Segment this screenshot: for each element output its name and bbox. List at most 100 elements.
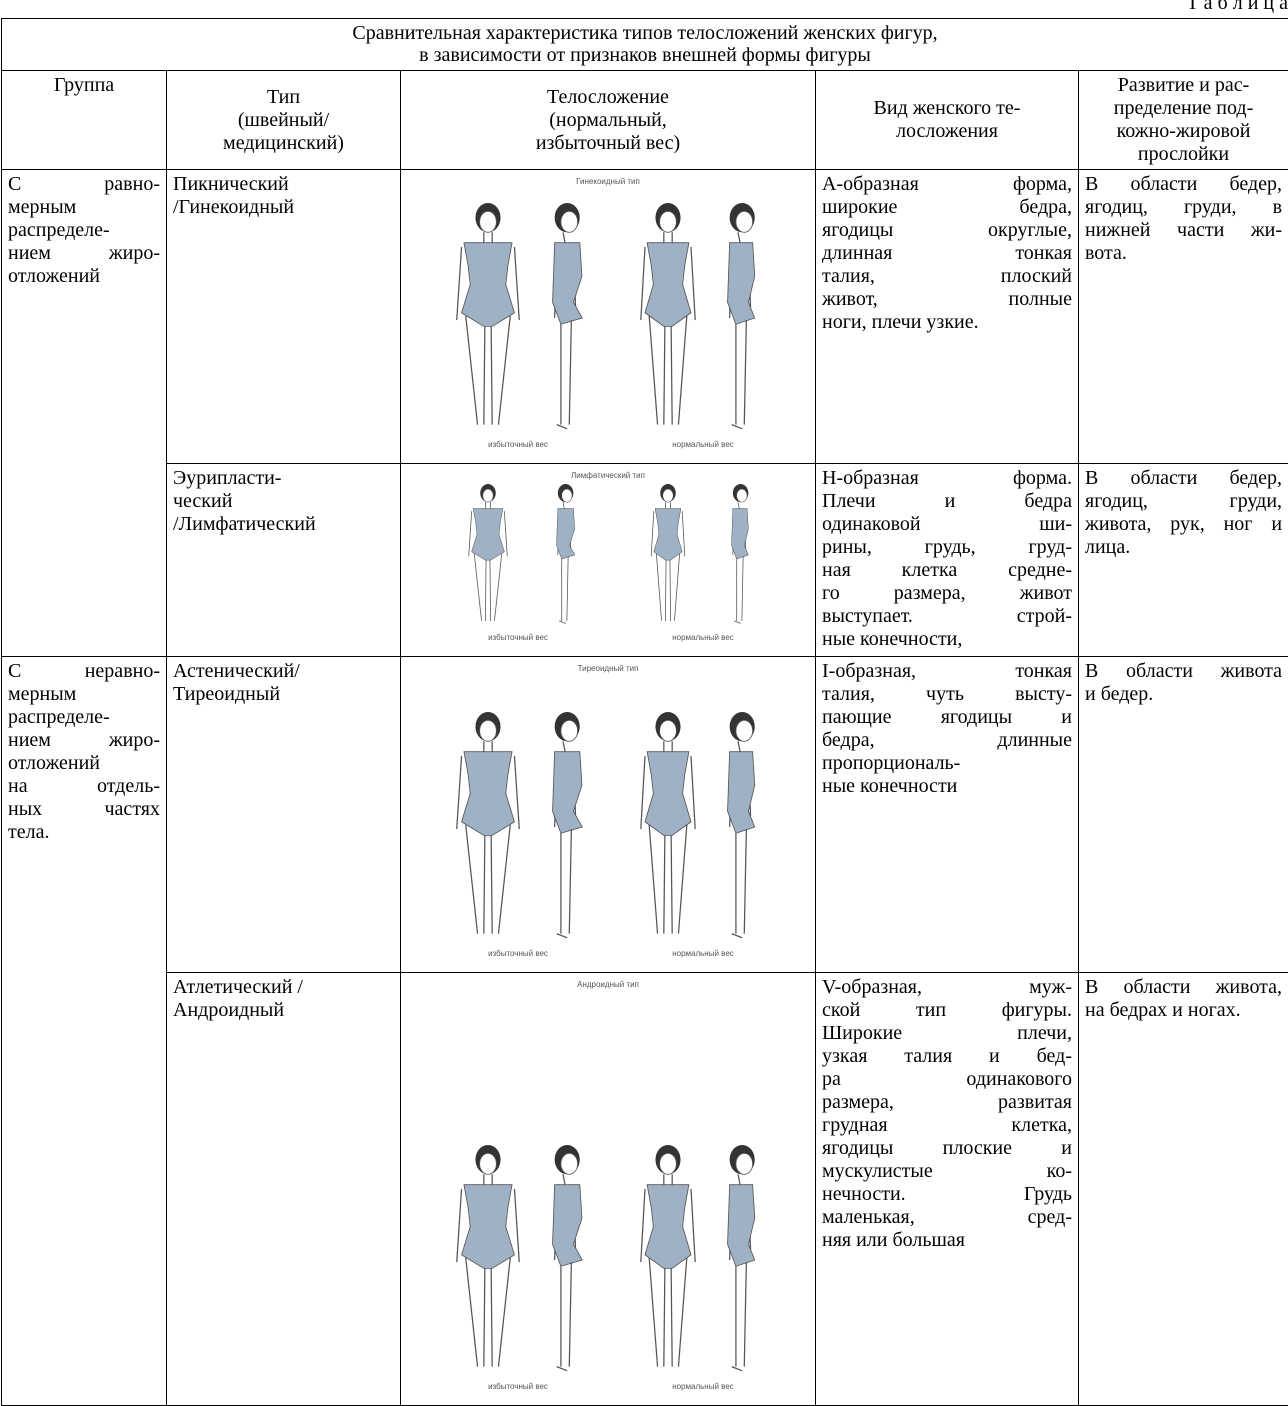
- legs: [734, 556, 743, 623]
- header-cell: Телосложение(нормальный,избыточный вес): [401, 71, 816, 170]
- text-line: Пикнический: [173, 173, 394, 196]
- text-line: нижней части жи-: [1085, 219, 1282, 242]
- face: [736, 720, 753, 741]
- text-line: ная клетка средне-: [822, 559, 1072, 582]
- fat-cell: В области бедер,ягодиц, груди,живота, ру…: [1079, 464, 1288, 657]
- leotard: [472, 509, 505, 561]
- leotard: [728, 752, 755, 834]
- text-line: пающие ягодицы и: [822, 706, 1072, 729]
- text-line: Тип: [173, 86, 394, 109]
- text-line: одинаковой ши-: [822, 513, 1072, 536]
- text-line: распределе-: [8, 219, 160, 242]
- leotard: [728, 1185, 755, 1267]
- type-cell: Атлетический /Андроидный: [167, 973, 401, 1406]
- text-line: бедра, длинные: [822, 729, 1072, 752]
- text-line: I-образная, тонкая: [822, 660, 1072, 683]
- text-line: (швейный/: [173, 109, 394, 132]
- text-line: ра одинакового: [822, 1068, 1072, 1091]
- description-cell: V-образная, муж-ской тип фигуры.Широкие …: [816, 973, 1079, 1406]
- text-line: Атлетический /: [173, 976, 394, 999]
- caption: Т а б л и ц а: [1186, 0, 1288, 15]
- text-line: Тиреоидный: [173, 683, 394, 706]
- text-line: Телосложение: [407, 86, 809, 109]
- fat-cell: В области живота,на бедрах и ногах.: [1079, 973, 1288, 1406]
- face: [736, 211, 753, 232]
- text-line: кожно-жировой: [1085, 120, 1282, 143]
- table: Сравнительная характеристика типов телос…: [1, 18, 1288, 1406]
- text-line: лосложения: [822, 120, 1072, 143]
- text-line: V-образная, муж-: [822, 976, 1072, 999]
- legs: [557, 829, 572, 938]
- figure: [457, 203, 520, 425]
- text-line: широкие бедра,: [822, 196, 1072, 219]
- text-line: мерным: [8, 196, 160, 219]
- text-line: прослойки: [1085, 143, 1282, 166]
- figure-title: Андроидный тип: [577, 980, 639, 989]
- legs: [732, 1262, 747, 1371]
- figure: [553, 712, 583, 938]
- leotard: [553, 243, 583, 325]
- text-line: Андроидный: [173, 999, 394, 1022]
- header-cell: Развитие и рас-пределение под-кожно-жиро…: [1079, 71, 1288, 170]
- text-line: С неравно-: [8, 660, 160, 683]
- text-line: Широкие плечи,: [822, 1022, 1072, 1045]
- text-line: лица.: [1085, 536, 1282, 559]
- face: [561, 211, 578, 232]
- face: [660, 211, 677, 232]
- text-line: Вид женского те-: [822, 97, 1072, 120]
- text-line: в зависимости от признаков внешней формы…: [8, 44, 1282, 66]
- face: [737, 489, 747, 502]
- figure: [641, 1145, 695, 1367]
- type-cell: Астенический/Тиреоидный: [167, 657, 401, 973]
- text-line: медицинский): [173, 132, 394, 155]
- legs: [466, 1258, 511, 1367]
- text-line: мерным: [8, 683, 160, 706]
- text-line: Сравнительная характеристика типов телос…: [8, 22, 1282, 44]
- text-line: В области живота,: [1085, 976, 1282, 999]
- leotard: [654, 509, 682, 561]
- text-line: пределение под-: [1085, 97, 1282, 120]
- title-row: Сравнительная характеристика типов телос…: [2, 19, 1288, 71]
- text-line: В области бедер,: [1085, 467, 1282, 490]
- text-line: живота, рук, ног и: [1085, 513, 1282, 536]
- text-line: грудная клетка,: [822, 1114, 1072, 1137]
- type-cell: Пикнический/Гинекоидный: [167, 170, 401, 464]
- text-line: С равно-: [8, 173, 160, 196]
- legs: [732, 320, 747, 429]
- leotard: [645, 1185, 691, 1269]
- figure-image: Андроидный тип избыточный вес нормальный в…: [438, 977, 778, 1395]
- legs: [656, 554, 679, 621]
- text-line: /Лимфатический: [173, 513, 394, 536]
- legs: [466, 316, 511, 425]
- figure-label: избыточный вес: [488, 633, 548, 642]
- text-line: ской тип фигуры.: [822, 999, 1072, 1022]
- text-line: распределе-: [8, 706, 160, 729]
- text-line: ные конечности: [822, 775, 1072, 798]
- text-line: /Гинекоидный: [173, 196, 394, 219]
- figure: [641, 712, 695, 934]
- legs: [649, 1258, 687, 1367]
- figure: [553, 1145, 583, 1371]
- type-cell: Эурипласти-ческий/Лимфатический: [167, 464, 401, 657]
- figure-label: нормальный вес: [672, 1382, 734, 1391]
- text-line: ческий: [173, 490, 394, 513]
- text-line: ягодицы плоские и: [822, 1137, 1072, 1160]
- text-line: ноги, плечи узкие.: [822, 311, 1072, 334]
- figure-label: избыточный вес: [488, 1382, 548, 1391]
- figure-cell: Андроидный тип избыточный вес нормальный в…: [401, 973, 816, 1406]
- text-line: ных частях: [8, 798, 160, 821]
- leotard: [645, 752, 691, 836]
- figure: [469, 484, 508, 621]
- figure-label: нормальный вес: [672, 633, 734, 642]
- figure: [457, 1145, 520, 1367]
- text-line: (нормальный,: [407, 109, 809, 132]
